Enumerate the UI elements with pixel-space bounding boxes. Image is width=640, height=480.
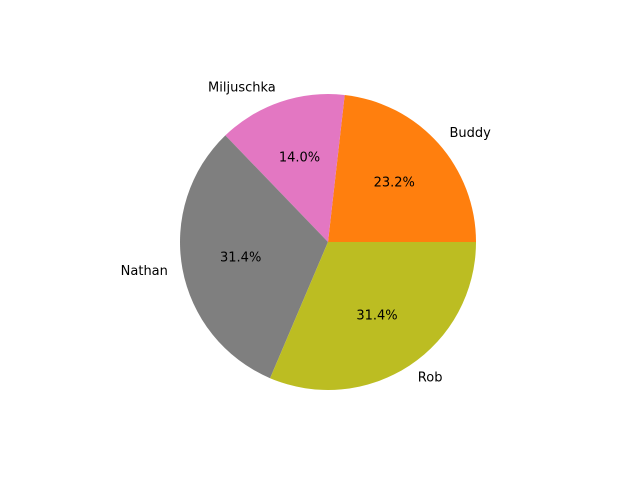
pie-slice-nathan (180, 135, 328, 379)
pie-slices (180, 94, 476, 390)
pie-slice-rob (270, 242, 476, 390)
pie-slice-buddy (328, 94, 476, 242)
pie-slice-miljuschka (225, 94, 345, 242)
pct-label-nathan: 31.4% (220, 251, 261, 266)
pie-labels: 23.2% Buddy 14.0% Miljuschka 31.4% Nathan 31.4… (121, 80, 491, 385)
slice-label-buddy: Buddy (449, 126, 491, 141)
pct-label-miljuschka: 14.0% (279, 150, 320, 165)
slice-label-nathan: Nathan (121, 264, 168, 279)
pct-label-buddy: 23.2% (374, 175, 415, 190)
slice-label-miljuschka: Miljuschka (208, 80, 276, 95)
pct-label-rob: 31.4% (356, 309, 397, 324)
slice-label-rob: Rob (418, 370, 443, 385)
